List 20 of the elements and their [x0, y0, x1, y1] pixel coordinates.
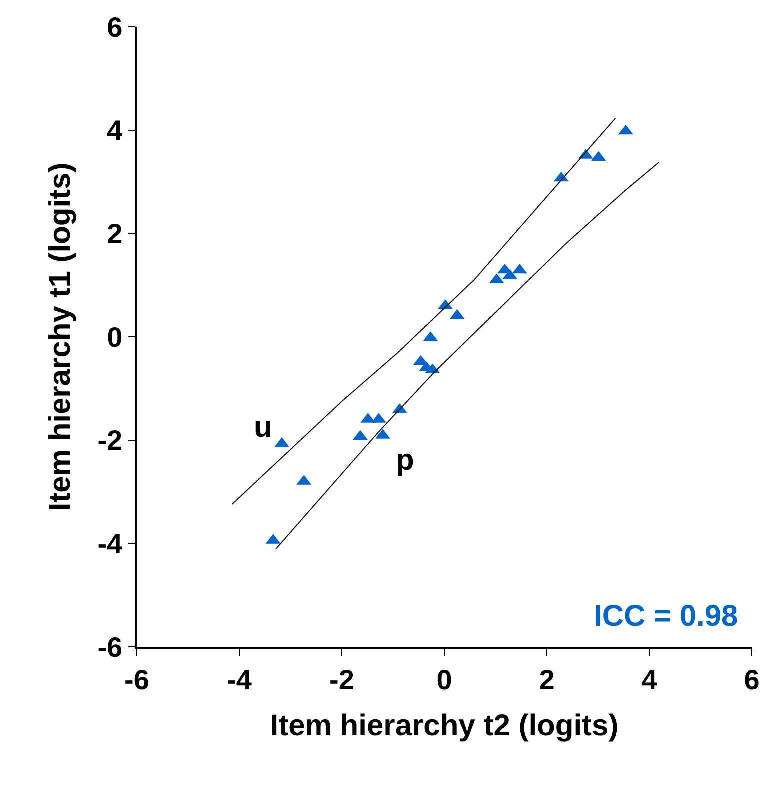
x-tick-label: 2	[539, 664, 555, 696]
x-tick-label: 4	[642, 664, 658, 696]
x-tick-label: 6	[744, 664, 760, 696]
y-tick-label: -2	[98, 425, 123, 456]
y-tick-label: 2	[107, 218, 123, 250]
line-series	[275, 162, 660, 550]
line-series	[232, 118, 616, 505]
y-tick-label: 4	[107, 115, 124, 146]
y-tick-label: 0	[107, 322, 123, 353]
x-tick-label: -4	[227, 664, 252, 696]
annotation: ICC = 0.98	[594, 600, 738, 633]
y-tick-label: -6	[98, 632, 123, 663]
y-tick-label: -4	[98, 528, 124, 560]
annotation: p	[396, 444, 414, 477]
x-axis-title: Item hierarchy t2 (logits)	[270, 709, 619, 742]
x-tick-label: 0	[436, 664, 452, 696]
y-axis-title: Item hierarchy t1 (logits)	[44, 162, 78, 512]
x-tick-label: -2	[330, 664, 354, 696]
y-tick-label: 6	[107, 12, 123, 43]
annotation: u	[254, 411, 272, 444]
